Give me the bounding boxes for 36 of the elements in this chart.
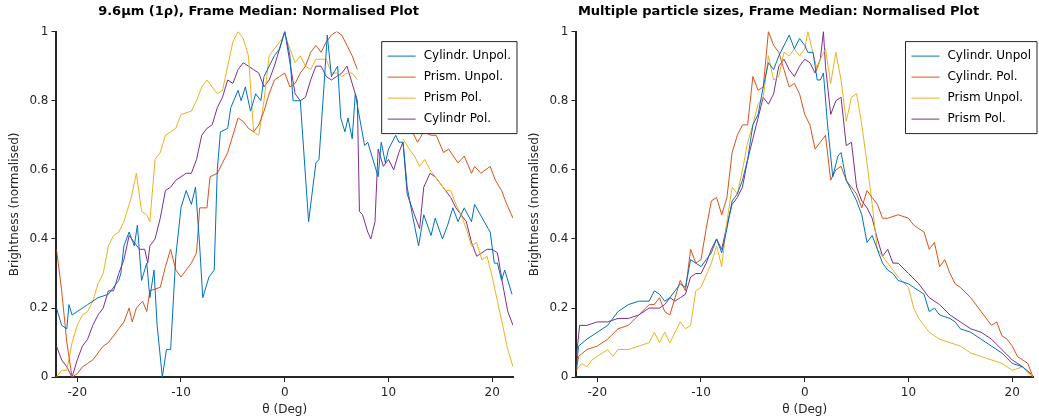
x-tick-label: 0 bbox=[800, 384, 809, 399]
y-tick-label: 0.2 bbox=[549, 300, 569, 315]
legend-label: Cylindr. Unpol bbox=[947, 48, 1031, 63]
y-tick-label: 0.2 bbox=[29, 300, 49, 315]
legend-label: Prism Unpol. bbox=[947, 90, 1024, 105]
y-tick-label: 1 bbox=[40, 23, 49, 38]
legend-label: Cylindr. Pol. bbox=[947, 69, 1018, 84]
x-axis-title: θ (Deg) bbox=[782, 401, 828, 416]
x-tick-label: -20 bbox=[587, 384, 608, 399]
y-tick-label: 0.4 bbox=[549, 231, 569, 246]
x-tick-label: -10 bbox=[171, 384, 191, 399]
x-tick-label: 20 bbox=[1004, 384, 1020, 399]
x-tick-label: -20 bbox=[67, 384, 88, 399]
y-tick-label: 0.6 bbox=[29, 161, 49, 176]
x-tick-label: 0 bbox=[280, 384, 289, 399]
y-tick-label: 0.8 bbox=[29, 92, 49, 107]
x-tick-label: -10 bbox=[691, 384, 711, 399]
y-tick-label: 0 bbox=[40, 369, 49, 384]
legend-label: Cylindr. Unpol. bbox=[423, 48, 511, 63]
legend-label: Prism Pol. bbox=[947, 111, 1006, 126]
chart-title: 9.6μm (1ρ), Frame Median: Normalised Plot bbox=[98, 3, 419, 19]
y-tick-label: 0.8 bbox=[549, 92, 569, 107]
x-tick-label: 10 bbox=[380, 384, 397, 399]
chart-title: Multiple particle sizes, Frame Median: Normalised Plot bbox=[577, 3, 980, 19]
y-axis-title: Brightness (normalised) bbox=[7, 132, 22, 277]
y-axis-title: Brightness (normalised) bbox=[527, 132, 542, 277]
y-tick-label: 1 bbox=[560, 23, 569, 38]
y-tick-label: 0.4 bbox=[29, 231, 49, 246]
legend-label: Prism Pol. bbox=[423, 90, 483, 105]
y-tick-label: 0 bbox=[560, 369, 569, 384]
x-axis-title: θ (Deg) bbox=[262, 401, 308, 416]
x-tick-label: 20 bbox=[484, 384, 500, 399]
legend-label: Cylindr Pol. bbox=[423, 111, 492, 126]
legend-label: Prism. Unpol. bbox=[423, 69, 504, 84]
x-tick-label: 10 bbox=[900, 384, 917, 399]
y-tick-label: 0.6 bbox=[549, 161, 569, 176]
